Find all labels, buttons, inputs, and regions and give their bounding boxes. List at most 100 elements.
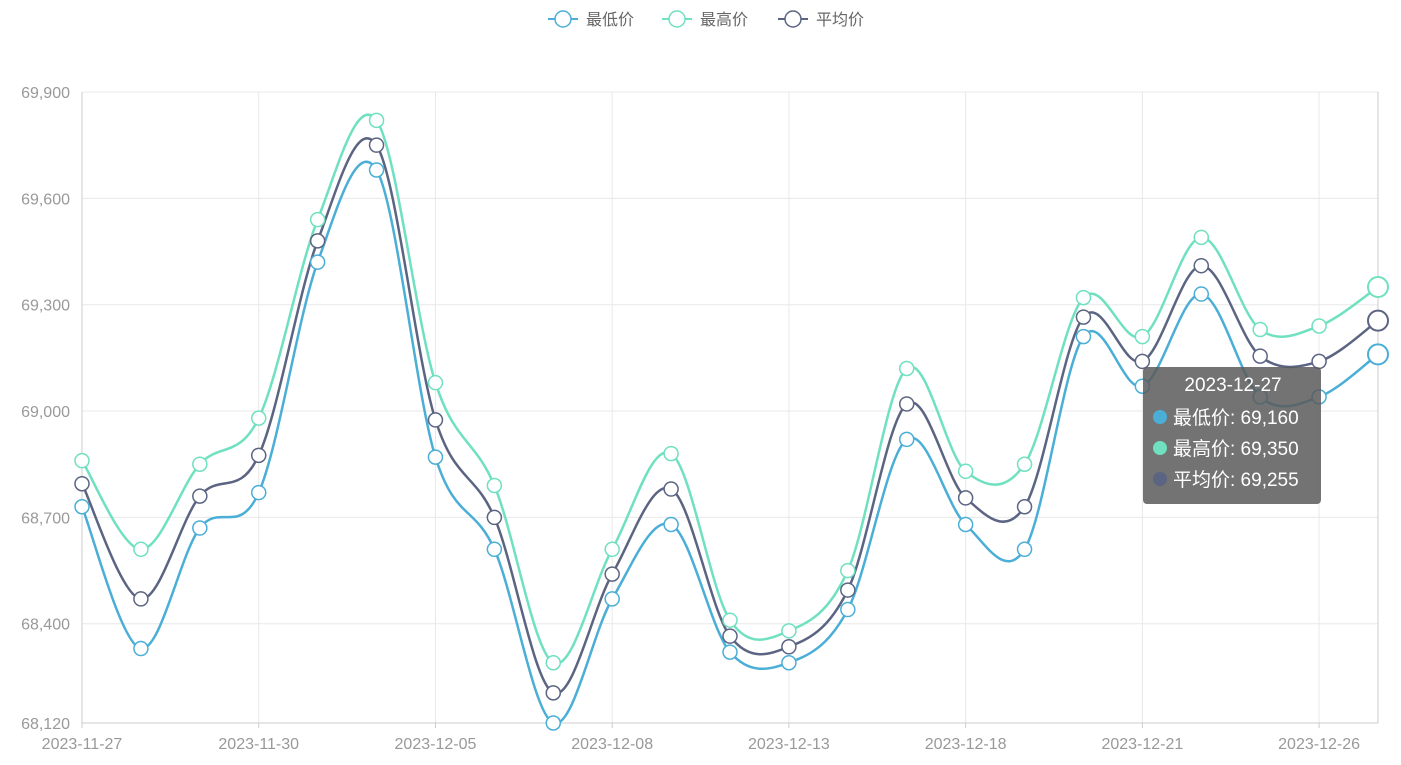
legend-item-avg[interactable]: 平均价 [778, 10, 864, 29]
point-max[interactable] [604, 541, 620, 558]
point-max[interactable] [1193, 229, 1210, 246]
point-max[interactable] [309, 211, 326, 228]
point-min[interactable] [1016, 541, 1033, 558]
point-max[interactable] [192, 456, 208, 472]
x-tick-label: 2023-12-18 [925, 736, 1007, 753]
point-max[interactable] [663, 445, 679, 462]
legend[interactable]: 最低价 最高价 平均价 [548, 10, 864, 29]
point-min[interactable] [604, 591, 620, 607]
series-line-min [80, 160, 1379, 725]
point-avg[interactable] [781, 639, 797, 655]
point-min[interactable] [133, 640, 149, 657]
point-min[interactable] [898, 431, 915, 448]
point-avg[interactable] [74, 475, 90, 492]
point-max[interactable] [957, 463, 974, 480]
data-points[interactable] [74, 112, 1389, 731]
point-max[interactable] [368, 112, 385, 129]
x-tick-label: 2023-12-08 [571, 736, 653, 753]
point-avg[interactable] [898, 396, 915, 412]
point-max[interactable] [427, 374, 444, 391]
tooltip-dot-max [1153, 440, 1167, 455]
point-max[interactable] [722, 612, 738, 628]
point-avg[interactable] [1075, 309, 1092, 325]
point-max[interactable] [898, 360, 915, 377]
point-avg[interactable] [840, 582, 856, 598]
point-min[interactable] [427, 449, 444, 465]
tooltip-dot-avg [1153, 471, 1167, 486]
legend-label: 最高价 [700, 11, 748, 29]
point-avg[interactable] [663, 481, 679, 497]
tooltip-row-avg: 平均价: 69,255 [1153, 463, 1313, 494]
legend-marker [668, 10, 686, 28]
point-max[interactable] [1367, 275, 1389, 298]
point-max[interactable] [250, 410, 267, 426]
x-tick-label: 2023-12-05 [395, 736, 477, 753]
point-min[interactable] [309, 254, 326, 270]
point-min[interactable] [840, 601, 856, 618]
legend-marker [554, 10, 572, 28]
point-avg[interactable] [309, 233, 326, 249]
grid-lines [81, 91, 1378, 724]
y-tick-label: 69,600 [21, 191, 70, 208]
legend-label: 平均价 [816, 11, 864, 29]
point-avg[interactable] [1193, 257, 1210, 274]
legend-item-min[interactable]: 最低价 [548, 10, 634, 29]
point-max[interactable] [1016, 456, 1033, 472]
point-avg[interactable] [1016, 499, 1033, 515]
point-max[interactable] [74, 452, 90, 469]
point-avg[interactable] [545, 685, 562, 701]
point-avg[interactable] [133, 591, 149, 607]
legend-label: 最低价 [586, 11, 634, 29]
point-max[interactable] [1252, 321, 1268, 338]
legend-marker [784, 10, 802, 28]
axes: 68,120 68,400 68,700 69,000 69,300 69,600 69,9… [21, 85, 1379, 753]
point-avg[interactable] [1252, 348, 1268, 364]
y-tick-label: 69,300 [21, 298, 70, 315]
tooltip-row-max: 最高价: 69,350 [1153, 432, 1313, 463]
y-tick-label: 68,400 [21, 617, 70, 634]
point-avg[interactable] [250, 447, 267, 464]
point-avg[interactable] [957, 490, 974, 506]
point-min[interactable] [957, 516, 974, 533]
point-min[interactable] [545, 715, 562, 731]
y-tick-label: 68,120 [21, 716, 70, 733]
point-avg[interactable] [604, 566, 620, 582]
point-min[interactable] [781, 654, 797, 671]
y-tick-label: 69,900 [21, 85, 70, 102]
point-max[interactable] [486, 477, 503, 494]
x-tick-label: 2023-12-21 [1101, 736, 1183, 753]
point-max[interactable] [1075, 289, 1092, 306]
point-min[interactable] [663, 516, 679, 533]
point-min[interactable] [368, 162, 385, 178]
x-tick-label: 2023-12-26 [1278, 736, 1360, 753]
point-min[interactable] [1367, 343, 1389, 366]
tooltip-date: 2023-12-27 [1184, 375, 1282, 396]
point-min[interactable] [74, 499, 90, 515]
x-tick-label: 2023-11-27 [42, 736, 123, 753]
tooltip-dot-min [1153, 409, 1167, 424]
point-max[interactable] [781, 623, 797, 639]
point-avg[interactable] [722, 628, 738, 644]
point-min[interactable] [486, 541, 503, 558]
point-min[interactable] [1193, 286, 1210, 302]
point-max[interactable] [1134, 328, 1151, 345]
point-avg[interactable] [486, 509, 503, 526]
point-avg[interactable] [368, 137, 385, 153]
point-max[interactable] [1311, 318, 1327, 334]
point-max[interactable] [133, 541, 149, 558]
point-avg[interactable] [1367, 309, 1389, 332]
point-min[interactable] [192, 520, 208, 536]
x-tick-label: 2023-12-13 [748, 736, 830, 753]
point-min[interactable] [250, 484, 267, 501]
legend-item-max[interactable]: 最高价 [662, 10, 748, 29]
point-min[interactable] [722, 644, 738, 660]
point-min[interactable] [1075, 328, 1092, 345]
point-max[interactable] [545, 654, 562, 671]
point-avg[interactable] [427, 412, 444, 428]
point-avg[interactable] [1134, 353, 1151, 370]
tooltip-text-min: 最低价: 69,160 [1173, 408, 1299, 429]
x-tick-label: 2023-11-30 [218, 736, 299, 753]
point-max[interactable] [840, 562, 856, 579]
point-avg[interactable] [192, 488, 208, 504]
